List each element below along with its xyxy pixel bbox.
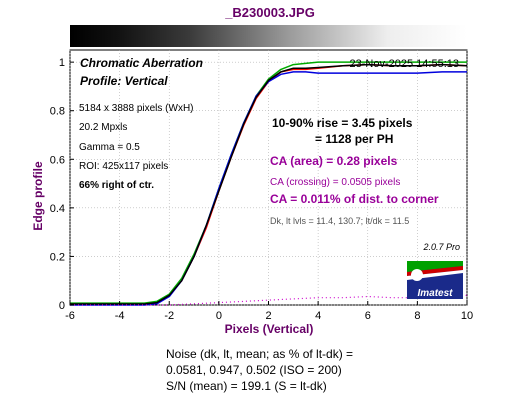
noise-line-1: Noise (dk, lt, mean; as % of lt-dk) = [166, 347, 353, 361]
ca-corner-result: CA = 0.011% of dist. to corner [270, 192, 439, 206]
info-dimensions: 5184 x 3888 pixels (WxH) [79, 103, 194, 114]
blue-series-line [70, 71, 467, 306]
version-label: 2.0.7 Pro [422, 242, 460, 252]
info-megapixels: 20.2 Mpxls [79, 122, 127, 133]
noise-line-2: 0.0581, 0.947, 0.502 (ISO = 200) [166, 363, 342, 377]
levels-result: Dk, lt lvls = 11.4, 130.7; lt/dk = 11.5 [270, 216, 409, 226]
x-axis-label: Pixels (Vertical) [225, 322, 314, 336]
per-ph-result: = 1128 per PH [315, 132, 393, 146]
x-tick-label: 6 [365, 310, 371, 322]
chart-title: Chromatic Aberration [80, 56, 203, 70]
x-tick-label: 10 [461, 310, 473, 322]
x-tick-label: 8 [414, 310, 420, 322]
info-position: 66% right of ctr. [79, 180, 154, 191]
tone-strip [70, 25, 467, 47]
ca-area-result: CA (area) = 0.28 pixels [270, 154, 398, 168]
x-tick-label: 0 [216, 310, 222, 322]
tick-layer: -6 -4 -2 0 2 4 6 8 10 0 0.2 0.4 0.6 0.8 1 [50, 57, 473, 322]
x-tick-label: 2 [265, 310, 271, 322]
y-tick-label: 0.8 [50, 106, 65, 118]
info-roi: ROI: 425x117 pixels [79, 161, 168, 172]
imatest-logo: Imatest [407, 261, 463, 299]
x-tick-label: 4 [315, 310, 321, 322]
info-gamma: Gamma = 0.5 [79, 142, 140, 153]
y-axis-label: Edge profile [31, 161, 45, 231]
y-tick-label: 0.6 [50, 154, 65, 166]
y-tick-label: 1 [59, 57, 65, 69]
x-tick-label: -6 [65, 310, 75, 322]
snr-line: S/N (mean) = 199.1 (S = lt-dk) [166, 379, 327, 393]
x-tick-label: -4 [115, 310, 125, 322]
profile-label: Profile: Vertical [80, 74, 168, 88]
series-layer [70, 61, 468, 306]
file-title: _B230003.JPG [224, 5, 315, 20]
ca-crossing-result: CA (crossing) = 0.0505 pixels [270, 177, 400, 188]
black-series-line [70, 63, 468, 305]
y-tick-label: 0.2 [50, 251, 65, 263]
logo-text: Imatest [417, 288, 453, 299]
rise-result: 10-90% rise = 3.45 pixels [272, 116, 413, 130]
y-tick-label: 0.4 [50, 203, 65, 215]
y-tick-label: 0 [59, 300, 65, 312]
magenta-series-line [70, 294, 468, 306]
x-tick-label: -2 [164, 310, 174, 322]
timestamp: 23-Nov-2025 14:55:13 [350, 58, 459, 70]
grid [69, 50, 468, 306]
